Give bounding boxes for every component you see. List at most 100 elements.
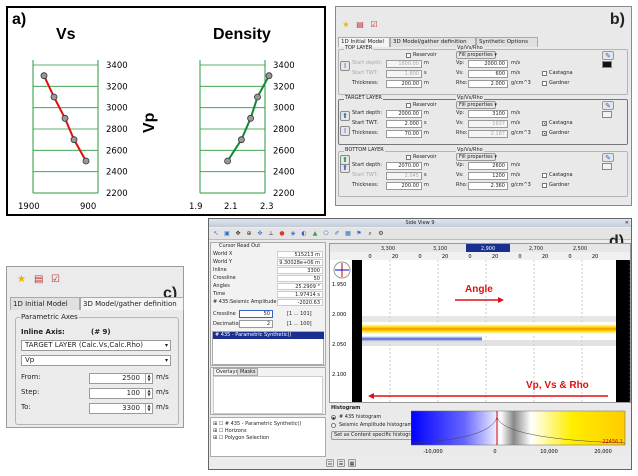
histogram-chart[interactable]: -10,000 0 10,000 20,000 22456.1	[411, 409, 629, 457]
decimation-input[interactable]: 2	[239, 320, 273, 328]
thickness-input[interactable]: 200.00	[386, 80, 422, 88]
gardner-checkbox[interactable]: ✕	[542, 131, 547, 136]
rho-input[interactable]: 2.187	[468, 130, 508, 138]
to-input[interactable]: 3300 ▲ ▼	[89, 403, 153, 414]
castagna-checkbox[interactable]	[542, 173, 547, 178]
layer-select[interactable]: TARGET LAYER (Calc.Vs,Calc.Rho) ▾	[21, 340, 171, 351]
fill-properties-button[interactable]: Fill properties ▾	[456, 153, 497, 161]
vs-input[interactable]: 600	[468, 70, 508, 78]
from-input[interactable]: 2500 ▲ ▼	[89, 373, 153, 384]
vp-input[interactable]: 2000.00	[468, 60, 508, 68]
vs-input[interactable]: 1200	[468, 172, 508, 180]
color-swatch[interactable]	[602, 111, 612, 118]
color-swatch[interactable]	[602, 163, 612, 170]
spin-icon[interactable]: ▲ ▼	[145, 389, 152, 398]
seismic-view[interactable]: 3,300 3,100 2,900 2,700 2,500 0 20 0 20 0 20 0 20 0 20…	[329, 243, 631, 403]
start-twt-label: Start TWT:	[352, 172, 378, 178]
reservoir-checkbox[interactable]	[406, 155, 411, 160]
tree-item[interactable]: ⊞ ☐ Horizons	[213, 428, 247, 434]
tab-3d-model-gather[interactable]: 3D Model/gather definition	[390, 37, 476, 47]
vp-input[interactable]: 3100	[468, 110, 508, 118]
pick-icon[interactable]: ●	[279, 230, 285, 237]
layer-action-icon[interactable]: I	[340, 61, 350, 71]
tree-item[interactable]: ⊞ ☐ # 435 - Parametric Synthetic()	[213, 421, 302, 427]
castagna-checkbox[interactable]	[542, 71, 547, 76]
from-label: From:	[21, 373, 41, 381]
star-icon[interactable]: ★	[342, 20, 350, 29]
radio-435-histogram[interactable]: ●	[331, 415, 336, 420]
radio-seismic-histogram[interactable]	[331, 423, 336, 428]
crossline-input[interactable]: 50	[239, 310, 273, 318]
readout-key: Time	[213, 291, 226, 297]
start-twt-input[interactable]: 2.000	[386, 120, 422, 128]
vs-input[interactable]: 1637	[468, 120, 508, 128]
color-swatch[interactable]	[602, 61, 612, 68]
layer-action-icon[interactable]: I	[340, 126, 350, 136]
checklist-icon[interactable]: ☑	[51, 274, 60, 285]
close-icon[interactable]: ✕	[624, 220, 629, 226]
save-icon[interactable]: ▤	[34, 274, 44, 285]
start-depth-label: Start depth:	[352, 60, 383, 66]
select-icon[interactable]: ▣	[224, 230, 230, 237]
search-icon[interactable]: ⌕	[368, 230, 372, 237]
pan-icon[interactable]: ✥	[235, 230, 241, 237]
start-twt-input[interactable]: 1.800	[386, 70, 422, 78]
settings-icon[interactable]: ⚙	[378, 230, 384, 237]
grid-icon[interactable]: ▦	[345, 230, 351, 237]
castagna-checkbox[interactable]: ✕	[542, 121, 547, 126]
rho-input[interactable]: 2.360	[468, 182, 508, 190]
move-icon[interactable]: ✜	[257, 230, 263, 237]
list-item[interactable]: # 435 - Parametric Synthetic()	[213, 332, 324, 339]
gardner-checkbox[interactable]	[542, 183, 547, 188]
star-icon[interactable]: ★	[17, 274, 26, 285]
angle-tick-label: 0	[468, 254, 471, 260]
vp-input[interactable]: 2600	[468, 162, 508, 170]
tab-3d-model-gather[interactable]: 3D Model/gather definition	[80, 297, 184, 310]
crossline-label: Crossline	[213, 311, 236, 317]
fill-properties-button[interactable]: Fill properties ▾	[456, 51, 497, 59]
edit-icon[interactable]: ✎	[602, 51, 614, 60]
layer-action-icon[interactable]: ⬆	[340, 111, 350, 121]
set-content-histogram-button[interactable]: Set as Content specific histogram	[331, 431, 422, 440]
layer-action-icon[interactable]: ⬆	[340, 155, 350, 165]
polygon-icon[interactable]: ⬠	[323, 230, 329, 237]
thickness-input[interactable]: 70.00	[386, 130, 422, 138]
tab-1d-initial-model[interactable]: 1D Initial Model	[338, 37, 390, 47]
start-depth-input[interactable]: 2000.00	[386, 110, 422, 118]
vp-label: Vp:	[456, 110, 465, 116]
reservoir-checkbox[interactable]	[406, 53, 411, 58]
shape-icon[interactable]: ▲	[312, 230, 318, 237]
tab-synthetic-options[interactable]: Synthetic Options	[476, 37, 538, 47]
edit-icon[interactable]: ✎	[602, 101, 614, 110]
start-depth-input[interactable]: 2070.00	[386, 162, 422, 170]
color-icon[interactable]: ◐	[301, 230, 307, 237]
property-select[interactable]: Vp ▾	[21, 355, 171, 366]
ruler-icon[interactable]: ⟂	[268, 230, 273, 237]
zoom-icon[interactable]: ⊕	[246, 230, 252, 237]
start-twt-input[interactable]: 2.045	[386, 172, 422, 180]
step-input[interactable]: 100 ▲ ▼	[89, 388, 153, 399]
rho-input[interactable]: 2.000	[468, 80, 508, 88]
flag-icon[interactable]: ⚑	[356, 230, 362, 237]
tab-1d-initial-model[interactable]: 1D Initial Model	[10, 297, 80, 310]
spin-icon[interactable]: ▲ ▼	[145, 374, 152, 383]
edit-icon[interactable]: ✎	[602, 153, 614, 162]
pointer-icon[interactable]: ↖	[213, 230, 219, 237]
spin-icon[interactable]: ▲ ▼	[145, 404, 152, 413]
list-view-icon[interactable]: ☰	[337, 459, 345, 467]
checklist-icon[interactable]: ☑	[370, 20, 378, 29]
reservoir-checkbox[interactable]	[406, 103, 411, 108]
layers-icon[interactable]: ◈	[290, 230, 296, 237]
gardner-checkbox[interactable]	[542, 81, 547, 86]
thickness-input[interactable]: 200.00	[386, 182, 422, 190]
histogram-panel: Histogram ● # 435 histogram Seismic Ampl…	[329, 405, 631, 457]
start-depth-input[interactable]: 1800.00	[386, 60, 422, 68]
fill-properties-button[interactable]: Fill properties ▾	[456, 101, 497, 109]
tab-masks[interactable]: Masks	[237, 368, 259, 376]
grid-view-icon[interactable]: ▦	[348, 459, 356, 467]
tree-view-icon[interactable]: ☷	[326, 459, 334, 467]
brush-icon[interactable]: ✐	[334, 230, 340, 237]
tree-item[interactable]: ⊞ ☐ Polygon Selection	[213, 435, 270, 441]
save-icon[interactable]: ▤	[356, 20, 364, 29]
